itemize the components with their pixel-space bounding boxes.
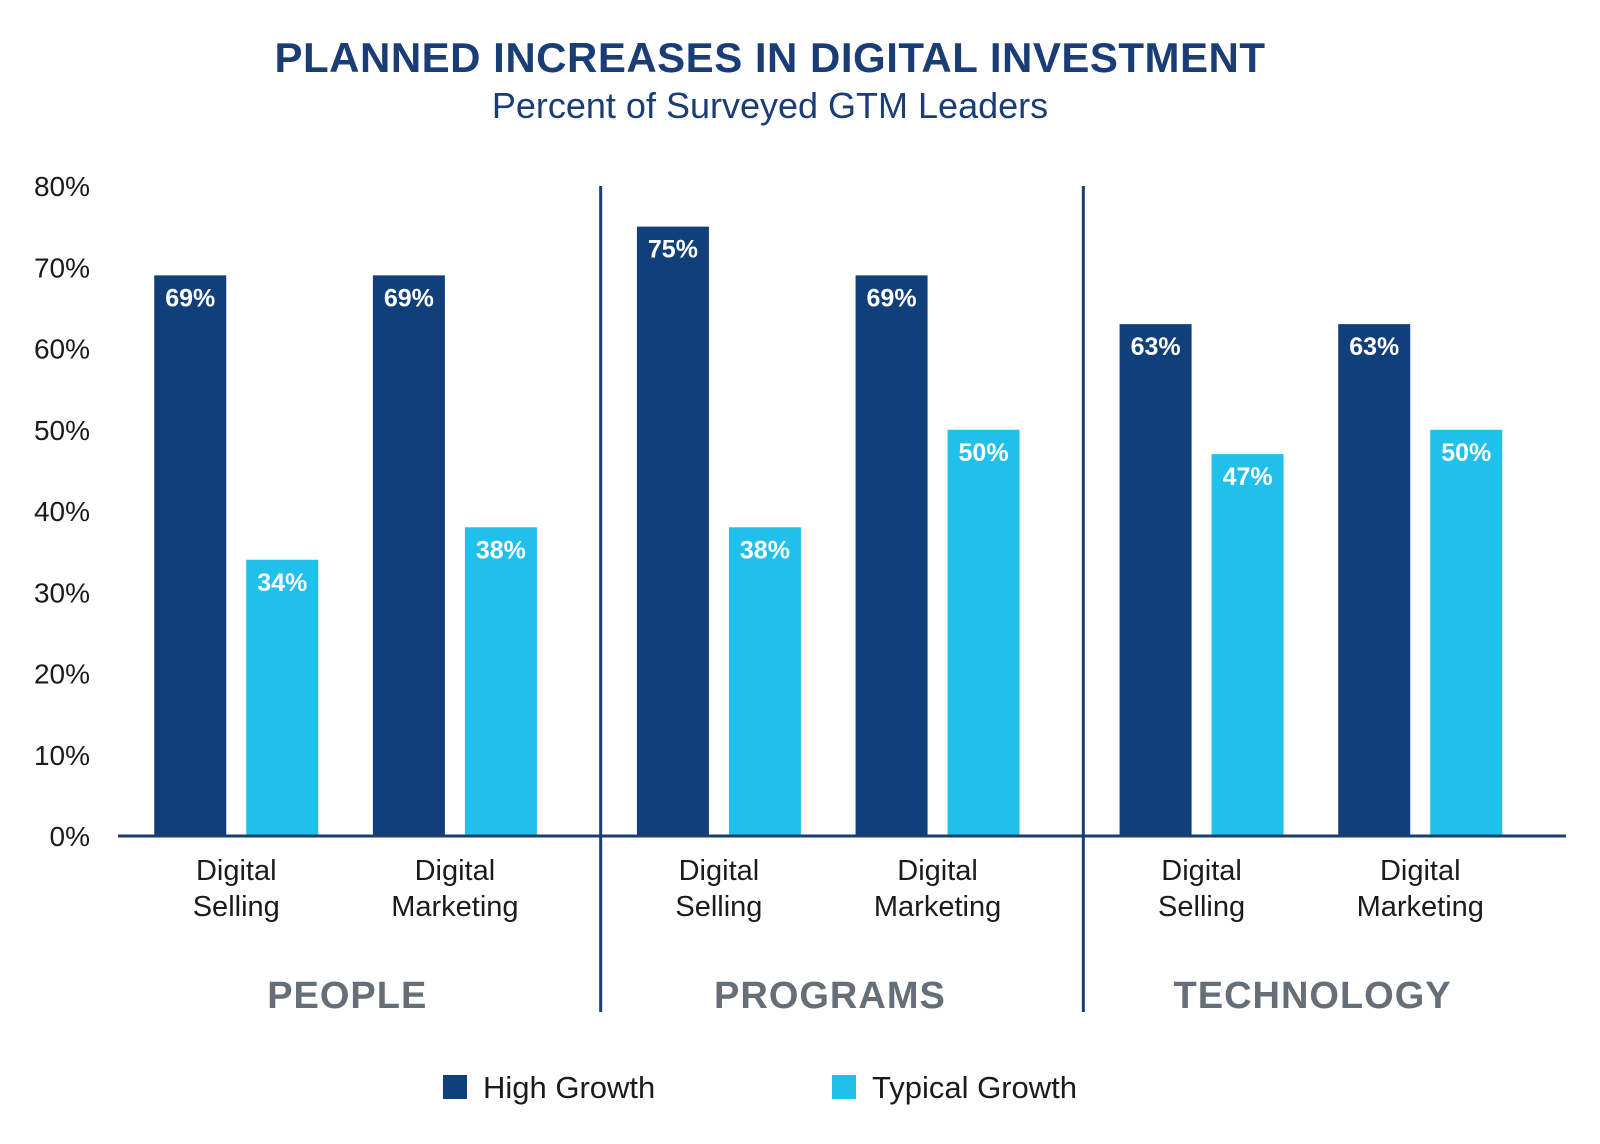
category-label: Marketing (1357, 891, 1484, 923)
group-label: TECHNOLOGY (1174, 975, 1452, 1017)
y-tick-label: 60% (34, 334, 90, 365)
bar-value-label: 50% (959, 439, 1009, 467)
group-label: PROGRAMS (714, 975, 946, 1017)
category-label: Digital (196, 855, 277, 887)
category-label: Selling (193, 891, 280, 923)
legend-label-typical-growth: Typical Growth (872, 1070, 1077, 1105)
bar-value-label: 69% (384, 284, 434, 312)
y-tick-label: 30% (34, 577, 90, 608)
bar-typical-growth (246, 559, 319, 836)
category-label: Selling (1158, 891, 1245, 923)
x-axis: Digital Selling Digital Marketing Digital Sel… (118, 834, 1566, 1017)
bar-high-growth (636, 226, 709, 836)
bar-typical-growth (947, 429, 1020, 836)
group-label: PEOPLE (267, 975, 427, 1017)
y-tick-label: 70% (34, 252, 90, 283)
bar-typical-growth (1211, 454, 1284, 836)
bar-value-label: 63% (1131, 333, 1181, 361)
legend-swatch-typical-growth (832, 1075, 856, 1099)
y-tick-label: 10% (34, 740, 90, 771)
y-tick-label: 20% (34, 659, 90, 690)
bar-value-label: 38% (476, 536, 526, 564)
category-label: Marketing (391, 891, 518, 923)
bar-typical-growth (1430, 429, 1503, 836)
category-label: Digital (415, 855, 496, 887)
legend-label-high-growth: High Growth (483, 1070, 655, 1105)
bar-value-label: 47% (1223, 463, 1273, 491)
bar-value-label: 38% (740, 536, 790, 564)
bar-high-growth (154, 275, 227, 836)
category-label: Selling (675, 891, 762, 923)
chart-subtitle: Percent of Surveyed GTM Leaders (492, 85, 1048, 126)
category-label: Digital (897, 855, 978, 887)
y-tick-label: 50% (34, 415, 90, 446)
category-label: Digital (1161, 855, 1242, 887)
group-dividers (599, 186, 1085, 1012)
bar-value-label: 34% (257, 569, 307, 597)
legend: High Growth Typical Growth (443, 1070, 1077, 1105)
bar-high-growth (855, 275, 928, 836)
bar-high-growth (372, 275, 445, 836)
y-tick-label: 0% (50, 821, 90, 852)
category-label: Digital (1380, 855, 1461, 887)
bar-value-label: 69% (165, 284, 215, 312)
y-tick-label: 40% (34, 496, 90, 527)
bar-value-label: 63% (1349, 333, 1399, 361)
category-label: Marketing (874, 891, 1001, 923)
legend-swatch-high-growth (443, 1075, 467, 1099)
bar-high-growth (1119, 324, 1192, 836)
bar-value-label: 75% (648, 236, 698, 264)
bar-value-label: 69% (867, 284, 917, 312)
bars: 69% 34% 69% 38% 75% 38% 69% 50% 63% 47% 63% 50% (154, 226, 1503, 836)
chart-title: PLANNED INCREASES IN DIGITAL INVESTMENT (274, 34, 1265, 81)
bar-value-label: 50% (1441, 439, 1491, 467)
y-tick-label: 80% (34, 171, 90, 202)
bar-typical-growth (464, 527, 537, 836)
y-axis: 0% 10% 20% 30% 40% 50% 60% 70% 80% (34, 171, 90, 852)
category-label: Digital (679, 855, 760, 887)
bar-typical-growth (728, 527, 801, 836)
bar-high-growth (1338, 324, 1411, 836)
